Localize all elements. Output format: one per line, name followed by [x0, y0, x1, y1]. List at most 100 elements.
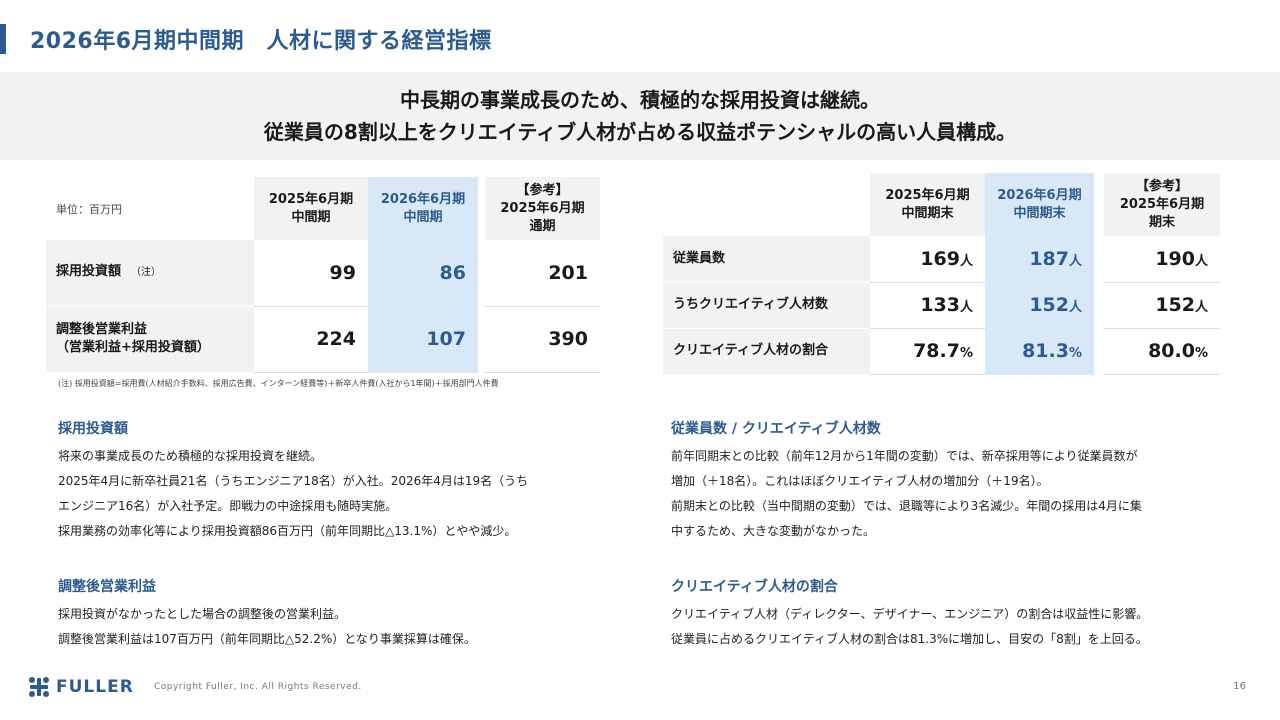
section-employees: 従業員数 / クリエイティブ人材数 前年同期末との比較（前年12月から1年間の変… — [671, 418, 1231, 544]
value-number: 187 — [1029, 247, 1069, 270]
company-logo: FULLER — [28, 676, 134, 698]
column-gap — [478, 306, 485, 372]
value-number: 80.0 — [1148, 340, 1195, 362]
value-number: 81.3 — [1022, 340, 1069, 362]
section-line: 前期末との比較（当中間期の変動）では、退職等により3名減少。年間の採用は4月に集 — [671, 499, 1142, 513]
column-gap — [1094, 328, 1104, 374]
value-prev: 224 — [254, 306, 368, 373]
header-line: 中間期 — [291, 209, 331, 225]
value-current: 187人 — [985, 236, 1094, 283]
value-current: 152人 — [985, 282, 1094, 329]
value-unit: 人 — [1068, 253, 1082, 269]
value-prev: 78.7% — [870, 328, 985, 375]
logo-text: FULLER — [56, 677, 134, 697]
section-line: 調整後営業利益は107百万円（前年同期比△52.2%）となり事業採算は確保。 — [58, 632, 476, 646]
column-gap — [1094, 236, 1104, 282]
header-line: 2025年6月期 — [268, 191, 354, 207]
header-line: 2026年6月期 — [997, 187, 1082, 203]
row-label-text: 採用投資額 — [56, 264, 122, 280]
header-current-period: 2026年6月期 中間期 — [368, 177, 478, 240]
row-label-recruit-investment: 採用投資額 （注） — [46, 240, 254, 307]
section-line: 従業員に占めるクリエイティブ人材の割合は81.3%に増加し、目安の「8割」を上回… — [671, 632, 1148, 646]
row-label-creatives: うちクリエイティブ人材数 — [663, 282, 870, 329]
header-line: 【参考】 — [1135, 178, 1188, 194]
value-unit: % — [1068, 346, 1082, 361]
section-line: 将来の事業成長のため積極的な採用投資を継続。 — [58, 449, 323, 463]
column-gap — [1094, 282, 1104, 328]
value-number: 152 — [1155, 294, 1195, 316]
section-heading: 調整後営業利益 — [58, 579, 156, 595]
header-line: 中間期末 — [1013, 205, 1066, 221]
table-row: 採用投資額 （注） 99 86 201 — [46, 240, 600, 307]
value-number: 78.7 — [913, 340, 960, 362]
page-title: 2026年6月期中間期 人材に関する経営指標 — [0, 22, 492, 56]
unit-label: 単位：百万円 — [46, 177, 254, 240]
header-line: 2025年6月期 — [500, 200, 585, 216]
value-reference: 201 — [485, 240, 600, 307]
value-number: 169 — [920, 247, 960, 270]
header-prev-period: 2025年6月期 中間期末 — [870, 173, 985, 236]
table-row: クリエイティブ人材の割合 78.7% 81.3% 80.0% — [663, 328, 1220, 375]
table-row: 従業員数 169人 187人 190人 — [663, 236, 1220, 283]
lead-line-1: 中長期の事業成長のため、積極的な採用投資は継続。 — [400, 88, 880, 112]
value-unit: % — [1194, 346, 1208, 361]
fuller-mark-icon — [29, 677, 49, 697]
row-label-employees: 従業員数 — [663, 236, 870, 283]
headcount-table: 2025年6月期 中間期末 2026年6月期 中間期末 【参考】 2025年6月… — [663, 173, 1220, 375]
header-line: 【参考】 — [516, 182, 569, 198]
value-unit: 人 — [959, 300, 973, 315]
row-label-text: 調整後営業利益 — [56, 322, 148, 337]
value-current: 86 — [368, 240, 478, 307]
row-label-creative-ratio: クリエイティブ人材の割合 — [663, 328, 870, 375]
section-line: 前年同期末との比較（前年12月から1年間の変動）では、新卒採用等により従業員数が — [671, 449, 1138, 463]
page-number: 16 — [1233, 681, 1246, 692]
header-line: 中間期末 — [901, 205, 954, 221]
value-current: 107 — [368, 306, 478, 373]
value-current: 81.3% — [985, 328, 1094, 375]
section-line: 増加（＋18名）。これはほぼクリエイティブ人材の増加分（＋19名）。 — [671, 474, 1049, 488]
copyright: Copyright Fuller, Inc. All Rights Reserv… — [154, 682, 362, 692]
section-heading: 従業員数 / クリエイティブ人材数 — [671, 421, 881, 437]
lead-banner: 中長期の事業成長のため、積極的な採用投資は継続。 従業員の8割以上をクリエイティ… — [0, 72, 1280, 160]
value-unit: 人 — [1194, 253, 1208, 269]
value-unit: 人 — [1068, 300, 1082, 315]
header-reference: 【参考】 2025年6月期 期末 — [1104, 173, 1220, 236]
value-prev: 169人 — [870, 236, 985, 283]
value-number: 133 — [920, 294, 960, 316]
table-row: うちクリエイティブ人材数 133人 152人 152人 — [663, 282, 1220, 329]
header-line: 期末 — [1148, 214, 1175, 230]
table-row: 調整後営業利益 （営業利益+採用投資額） 224 107 390 — [46, 306, 600, 373]
column-gap — [478, 177, 485, 240]
header-prev-period: 2025年6月期 中間期 — [254, 177, 368, 240]
value-reference: 390 — [485, 306, 600, 373]
section-line: 採用投資がなかったとした場合の調整後の営業利益。 — [58, 607, 347, 621]
value-prev: 99 — [254, 240, 368, 307]
title-accent-bar — [0, 24, 6, 54]
header-line: 2026年6月期 — [380, 191, 466, 207]
row-label-sub: （営業利益+採用投資額） — [56, 340, 210, 355]
header-reference: 【参考】 2025年6月期 通期 — [485, 177, 600, 240]
section-line: 2025年4月に新卒社員21名（うちエンジニア18名）が入社。2026年4月は1… — [58, 474, 529, 488]
section-line: エンジニア16名）が入社予定。即戦力の中途採用も随時実施。 — [58, 499, 398, 513]
section-adjusted-profit: 調整後営業利益 採用投資がなかったとした場合の調整後の営業利益。 調整後営業利益… — [58, 576, 618, 652]
header-blank — [663, 173, 870, 236]
column-gap — [1094, 173, 1104, 236]
page-title-text: 2026年6月期中間期 人材に関する経営指標 — [30, 29, 492, 54]
value-number: 152 — [1029, 294, 1069, 316]
column-gap — [478, 240, 485, 306]
header-line: 2025年6月期 — [1119, 196, 1205, 212]
section-line: 採用業務の効率化等により採用投資額86百万円（前年同期比△13.1%）とやや減少… — [58, 524, 517, 538]
value-reference: 190人 — [1104, 236, 1220, 283]
header-line: 通期 — [529, 218, 556, 234]
value-reference: 152人 — [1104, 282, 1220, 329]
header-line: 中間期 — [403, 209, 443, 225]
value-unit: 人 — [959, 253, 973, 269]
value-reference: 80.0% — [1104, 328, 1220, 375]
section-heading: 採用投資額 — [58, 421, 128, 437]
row-label-adjusted-profit: 調整後営業利益 （営業利益+採用投資額） — [46, 306, 254, 373]
section-creative-ratio: クリエイティブ人材の割合 クリエイティブ人材（ディレクター、デザイナー、エンジニ… — [671, 576, 1231, 652]
header-line: 2025年6月期 — [885, 187, 970, 203]
section-recruit-investment: 採用投資額 将来の事業成長のため積極的な採用投資を継続。 2025年4月に新卒社… — [58, 418, 618, 544]
value-unit: % — [959, 346, 973, 361]
section-line: 中するため、大きな変動がなかった。 — [671, 524, 876, 538]
